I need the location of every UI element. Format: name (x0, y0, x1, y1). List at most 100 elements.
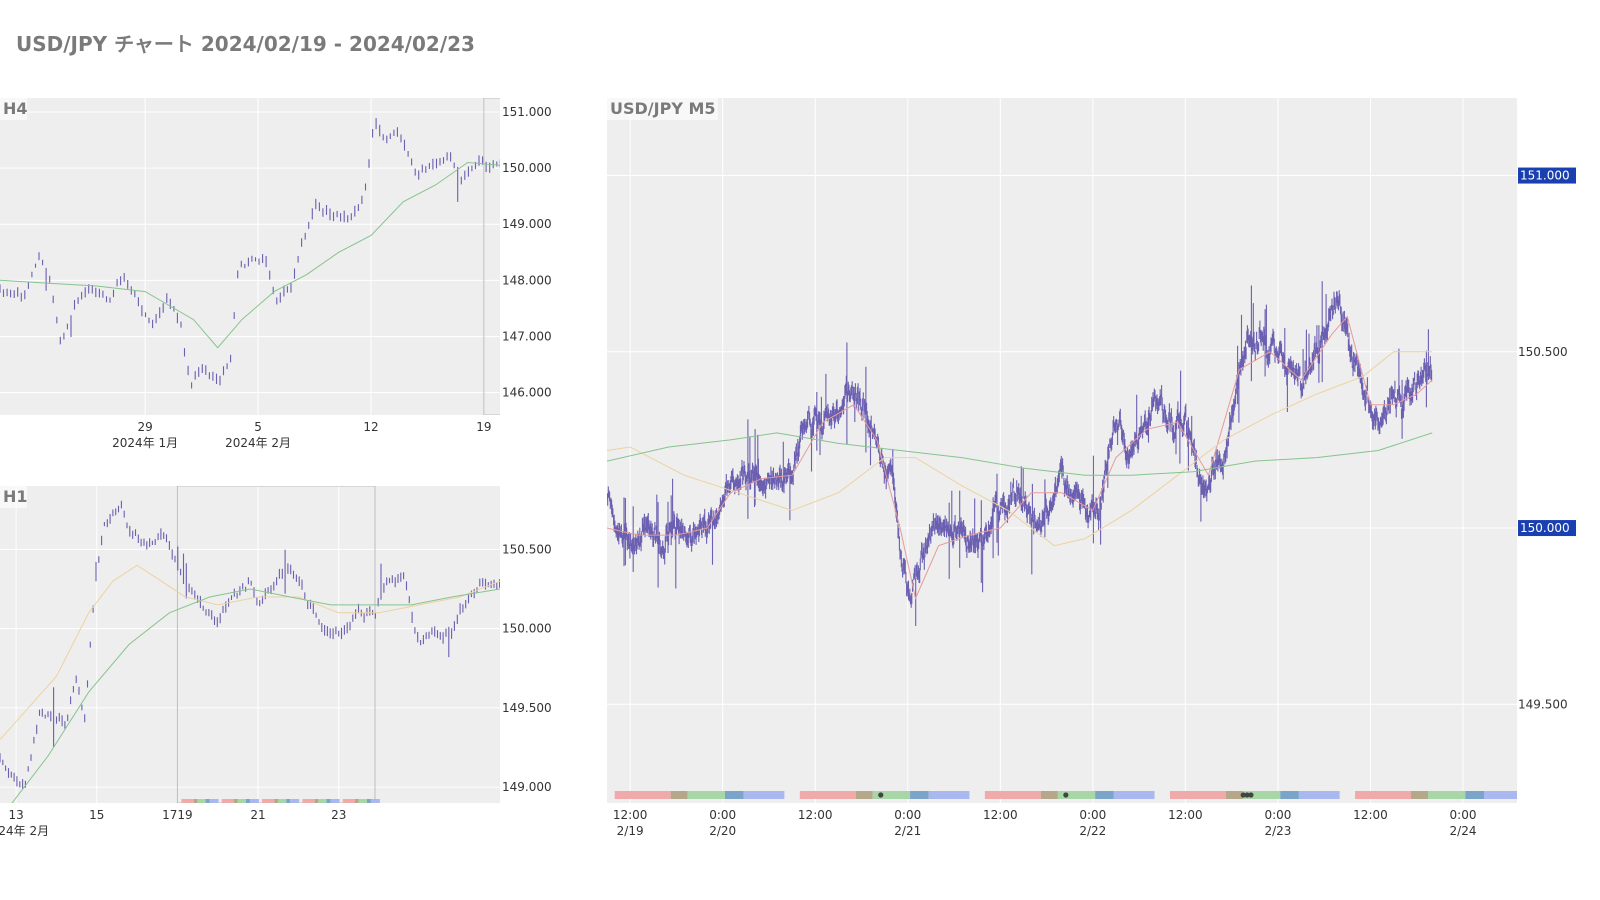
session-band (687, 791, 725, 799)
x-tick-label: 12:00 (613, 808, 648, 822)
session-band (855, 791, 873, 799)
y-tick-label: 149.500 (502, 701, 552, 715)
x-tick-label: 5 (254, 420, 262, 434)
x-axis: 12:00 2/19 0:00 2/20 12:00 0:00 2/21 12:00 0:00 2… (613, 808, 1477, 838)
session-band (370, 799, 380, 803)
y-axis: 149.000 149.500 150.000 150.500 (502, 542, 552, 794)
panel-title-bg (0, 486, 27, 508)
zoom-range-box (176, 486, 376, 803)
plot-layer (607, 281, 1517, 799)
x-tick-sublabel: 2024年 2月 (0, 824, 49, 838)
session-band (1428, 791, 1466, 799)
y-tick-label: 151.000 (502, 105, 552, 119)
session-band (1040, 791, 1058, 799)
session-band (278, 799, 287, 803)
x-tick-sublabel: 2024年 2月 (225, 436, 291, 450)
session-band (302, 799, 315, 803)
session-band (181, 799, 194, 803)
y-tick-label: 149.000 (502, 217, 552, 231)
session-band (286, 799, 291, 803)
x-tick-sublabel: 2/20 (709, 824, 736, 838)
x-tick-label: 15 (89, 808, 104, 822)
session-band (799, 791, 856, 799)
y-tick-label: 150.000 (502, 622, 552, 636)
session-band (237, 799, 246, 803)
y-tick-label: 146.000 (502, 386, 552, 400)
session-band (274, 799, 279, 803)
session-band (330, 799, 340, 803)
y-tick-label: 148.000 (502, 273, 552, 287)
y-tick-label: 149.500 (1518, 697, 1568, 711)
moving-average-line (0, 161, 500, 349)
session-band (1483, 791, 1517, 799)
session-band (1169, 791, 1226, 799)
session-band (318, 799, 327, 803)
x-tick-sublabel: 2/19 (617, 824, 644, 838)
x-tick-label: 0:00 (1450, 808, 1477, 822)
session-band (670, 791, 688, 799)
session-band (1298, 791, 1340, 799)
event-marker (1248, 792, 1254, 798)
moving-average-line (0, 564, 500, 740)
session-band (1242, 791, 1281, 799)
x-tick-label: 12:00 (983, 808, 1018, 822)
x-tick-label: 12:00 (1353, 808, 1388, 822)
x-tick-sublabel: 2/23 (1264, 824, 1291, 838)
session-band (290, 799, 300, 803)
x-tick-label: 23 (331, 808, 346, 822)
session-band (724, 791, 744, 799)
session-band (314, 799, 319, 803)
price-wicks (0, 500, 500, 789)
session-band (928, 791, 970, 799)
session-band (910, 791, 929, 799)
session-band (193, 799, 198, 803)
y-tick-label: 150.500 (1518, 345, 1568, 359)
panel-title: H1 (0, 486, 28, 508)
x-tick-label: 0:00 (709, 808, 736, 822)
session-band (1057, 791, 1096, 799)
price-badge (1518, 167, 1576, 184)
panel-title: H4 (0, 98, 28, 120)
session-band (197, 799, 206, 803)
session-band (1465, 791, 1484, 799)
plot-area (0, 486, 500, 803)
plot-layer (0, 98, 500, 415)
x-tick-sublabel: 2024年 1月 (112, 436, 178, 450)
price-badge (1518, 520, 1576, 537)
session-band (614, 791, 671, 799)
moving-average-line (607, 315, 1433, 601)
x-tick-label: 1719 (162, 808, 193, 822)
x-tick-label: 19 (476, 420, 491, 434)
session-band (354, 799, 359, 803)
panel-title: USD/JPY M5 (607, 98, 718, 120)
chart-h1: 149.000 149.500 150.000 150.500 13 2024年 2月 15… (0, 486, 552, 838)
event-marker (878, 792, 884, 798)
price-badge-label: 150.000 (1520, 521, 1570, 535)
panel-title-bg (0, 98, 27, 120)
session-band (366, 799, 371, 803)
panel-title-text: USD/JPY M5 (610, 99, 716, 118)
price-wicks (607, 281, 1433, 626)
x-axis: 13 2024年 2月 15 1719 21 23 (0, 808, 346, 838)
plot-area (607, 98, 1517, 803)
price-series (607, 281, 1433, 626)
y-axis: 149.500150.000150.500151.000151.000150.0… (1518, 167, 1576, 711)
session-band (1411, 791, 1429, 799)
x-tick-sublabel: 2/24 (1450, 824, 1477, 838)
x-tick-label: 21 (250, 808, 265, 822)
session-band (342, 799, 355, 803)
session-band (1280, 791, 1299, 799)
price-badge-label: 151.000 (1520, 169, 1570, 183)
panel-title-text: H1 (3, 487, 28, 506)
x-tick-label: 0:00 (1079, 808, 1106, 822)
x-axis: 29 2024年 1月 5 2024年 2月 12 19 (112, 420, 491, 450)
session-band (326, 799, 331, 803)
x-tick-label: 13 (8, 808, 23, 822)
page-title: USD/JPY チャート 2024/02/19 - 2024/02/23 (16, 32, 475, 56)
session-band (358, 799, 367, 803)
event-marker (1244, 792, 1250, 798)
event-marker (1240, 792, 1246, 798)
session-band (1355, 791, 1412, 799)
x-tick-label: 0:00 (1264, 808, 1291, 822)
moving-average-line (11, 588, 500, 803)
